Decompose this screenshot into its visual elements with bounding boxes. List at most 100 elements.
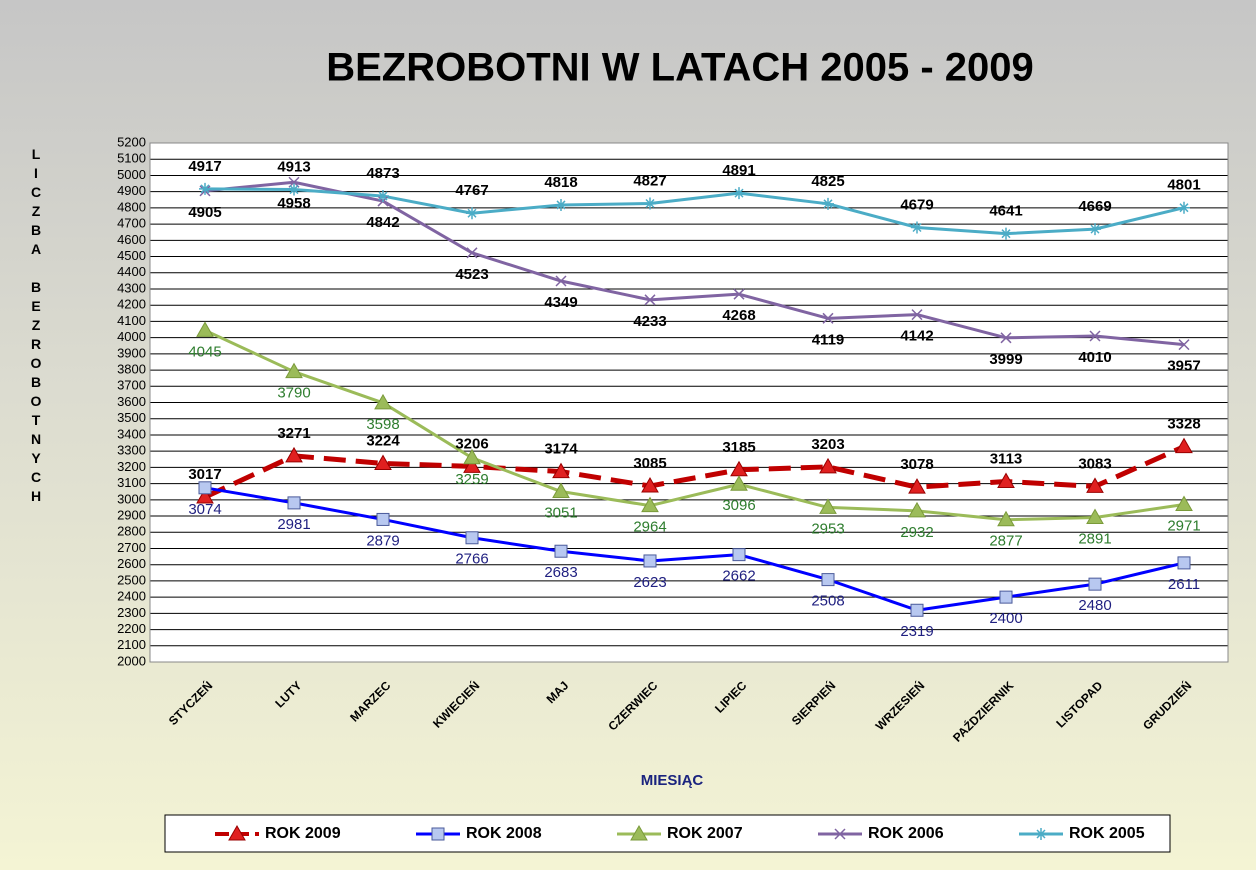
- data-point: [1089, 223, 1101, 236]
- data-point: [908, 501, 926, 518]
- data-point: [287, 496, 301, 510]
- data-point: [466, 207, 478, 220]
- data-point: [999, 590, 1013, 604]
- y-tick-label: 4600: [117, 232, 146, 247]
- data-point: [821, 573, 835, 587]
- y-tick-label: 3800: [117, 362, 146, 377]
- series-line: [204, 180, 1185, 347]
- y-tick-label: 4100: [117, 313, 146, 328]
- data-point: [1089, 330, 1101, 342]
- y-tick-label: 2300: [117, 605, 146, 620]
- data-label: 4905: [188, 204, 221, 221]
- data-label: 2400: [989, 610, 1022, 627]
- data-point: [463, 448, 481, 465]
- data-point: [463, 457, 481, 473]
- data-label: 2319: [900, 623, 933, 640]
- data-label: 2971: [1167, 517, 1200, 534]
- data-label: 4827: [633, 172, 666, 189]
- x-tick-label: KWIECIEŃ: [429, 678, 482, 731]
- y-tick-label: 3900: [117, 345, 146, 360]
- data-label: 4641: [989, 203, 1022, 220]
- data-point: [644, 294, 656, 306]
- legend-marker: [228, 824, 246, 841]
- y-tick-label: 4200: [117, 297, 146, 312]
- data-label: 4142: [900, 328, 933, 345]
- y-tick-label: 4000: [117, 329, 146, 344]
- data-point: [997, 510, 1015, 527]
- legend-marker: [630, 824, 648, 841]
- series-line: [204, 486, 1185, 612]
- data-label: 3096: [722, 497, 755, 514]
- legend-marker: [834, 828, 846, 840]
- x-tick-label: CZERWIEC: [605, 678, 660, 733]
- y-tick-label: 4800: [117, 199, 146, 214]
- data-point: [643, 554, 657, 568]
- data-label: 2662: [722, 568, 755, 585]
- data-label: 4873: [366, 165, 399, 182]
- data-point: [285, 362, 303, 379]
- data-point: [1086, 477, 1104, 493]
- legend-label: ROK 2005: [1069, 825, 1145, 842]
- data-point: [644, 197, 656, 210]
- data-point: [1088, 577, 1102, 591]
- data-point: [374, 454, 392, 470]
- data-point: [730, 475, 748, 491]
- y-tick-label: 3600: [117, 394, 146, 409]
- data-point: [552, 482, 570, 499]
- y-tick-label: 4400: [117, 264, 146, 279]
- data-point: [554, 544, 568, 558]
- data-label: 2877: [989, 533, 1022, 550]
- x-tick-label: LUTY: [272, 678, 304, 710]
- data-label: 2981: [277, 516, 310, 533]
- x-axis-label: MIESIĄC: [641, 772, 704, 789]
- data-label: 2508: [811, 593, 844, 610]
- y-tick-label: 5200: [117, 134, 146, 149]
- data-label: 4842: [366, 214, 399, 231]
- y-tick-label: 3300: [117, 443, 146, 458]
- data-label: 4669: [1078, 198, 1111, 215]
- data-point: [910, 603, 924, 617]
- data-label: 3328: [1167, 416, 1200, 433]
- data-point: [911, 309, 923, 321]
- x-tick-label: SIERPIEŃ: [788, 678, 838, 728]
- data-label: 4679: [900, 196, 933, 213]
- y-tick-label: 4900: [117, 183, 146, 198]
- data-label: 2953: [811, 520, 844, 537]
- y-tick-label: 3000: [117, 491, 146, 506]
- data-point: [1175, 495, 1193, 512]
- data-point: [198, 481, 212, 495]
- data-label: 3224: [366, 432, 400, 449]
- x-tick-label: LISTOPAD: [1053, 678, 1105, 730]
- data-label: 2480: [1078, 597, 1111, 614]
- x-tick-label: MAJ: [544, 678, 572, 706]
- legend-box: [164, 814, 1171, 853]
- y-tick-label: 3700: [117, 378, 146, 393]
- data-point: [555, 198, 567, 211]
- data-label: 3083: [1078, 455, 1111, 472]
- data-point: [1000, 227, 1012, 240]
- data-label: 3206: [455, 435, 488, 452]
- plot-border: [149, 142, 1229, 663]
- y-tick-label: 2500: [117, 572, 146, 587]
- series-line: [204, 187, 1185, 236]
- data-label: 2766: [455, 551, 488, 568]
- data-point: [641, 496, 659, 513]
- y-tick-label: 2700: [117, 540, 146, 555]
- data-point: [288, 183, 300, 196]
- data-label: 2611: [1168, 576, 1200, 593]
- data-point: [732, 548, 746, 562]
- data-label: 4268: [722, 307, 755, 324]
- data-label: 3271: [277, 425, 310, 442]
- series-line: [204, 328, 1185, 522]
- legend-marker: [1035, 828, 1047, 840]
- data-point: [552, 462, 570, 479]
- data-point: [819, 498, 837, 514]
- data-label: 3174: [544, 441, 578, 458]
- data-label: 4233: [633, 313, 666, 330]
- y-tick-label: 2200: [117, 621, 146, 636]
- x-tick-label: LIPIEC: [712, 678, 749, 715]
- y-tick-label: 5000: [117, 167, 146, 182]
- data-label: 4917: [188, 158, 221, 175]
